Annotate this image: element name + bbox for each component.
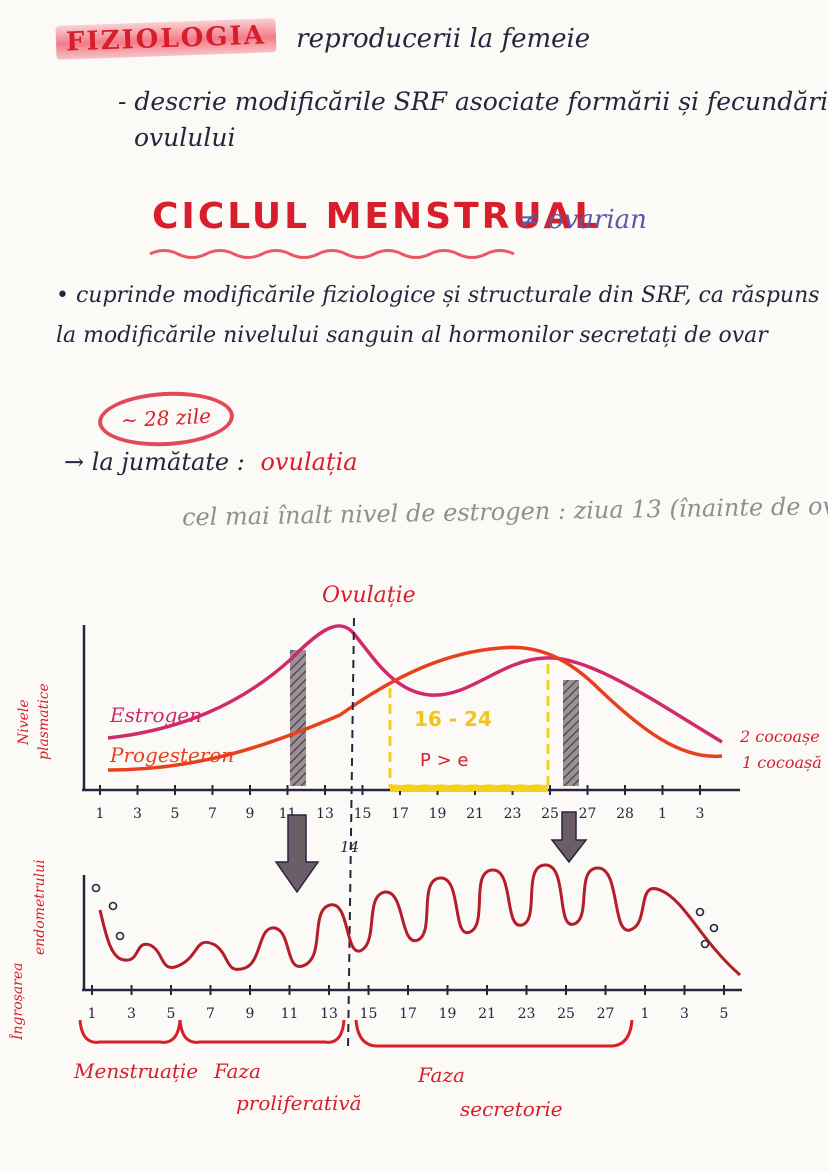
bracket-secretory bbox=[354, 1019, 634, 1048]
hatched-bar-day-25 bbox=[563, 680, 579, 786]
phase-proliferative-1: Faza bbox=[213, 1059, 261, 1083]
chart-x-tick-label: 3 bbox=[696, 806, 705, 822]
chart-x-tick-label: 27 bbox=[579, 806, 597, 822]
hatched-bar-day-11 bbox=[290, 650, 306, 786]
endometrium-label-top: Îngroșarea bbox=[8, 963, 26, 1042]
endometrium-x-tick-label: 9 bbox=[246, 1006, 255, 1022]
chart-x-tick-label: 13 bbox=[316, 806, 334, 822]
chart-x-tick-label: 25 bbox=[541, 806, 559, 822]
cell-dot bbox=[115, 931, 125, 941]
endometrium-x-tick-label: 23 bbox=[518, 1006, 536, 1022]
phase-secretory-1: Faza bbox=[417, 1063, 465, 1087]
endometrium-x-tick-label: 5 bbox=[720, 1006, 729, 1022]
estrogen-humps: 2 cocoașe bbox=[739, 727, 820, 746]
ovulation-term: ovulația bbox=[260, 448, 358, 476]
title-rest: reproducerii la femeie bbox=[296, 24, 591, 54]
title-line: FIZIOLOGIA reproducerii la femeie bbox=[55, 18, 591, 60]
endometrium-x-tick-label: 11 bbox=[281, 1006, 299, 1022]
definition-bullet: • cuprinde modificările fiziologice și s… bbox=[56, 283, 820, 348]
endometrium-x-tick-label: 17 bbox=[399, 1006, 417, 1022]
chart-x-tick-label: 28 bbox=[616, 806, 634, 822]
endometrium-x-tick-label: 7 bbox=[206, 1006, 215, 1022]
bracket-menstruation bbox=[78, 1019, 182, 1044]
objective-line-1: - descrie modificările SRF asociate form… bbox=[118, 87, 828, 116]
chart-x-tick-label: 1 bbox=[658, 806, 667, 822]
endometrium-x-tick-label: 25 bbox=[557, 1006, 575, 1022]
ovulation-label: Ovulație bbox=[322, 583, 416, 608]
objective-line-2: ovulului bbox=[134, 123, 236, 152]
range-label: 16 - 24 bbox=[414, 707, 492, 731]
y-axis-label-top: Nivele bbox=[16, 699, 32, 746]
chart-x-tick-label: 3 bbox=[133, 806, 142, 822]
heading-underline bbox=[149, 249, 515, 259]
chart-x-tick-label: 21 bbox=[466, 806, 484, 822]
compare-label: P > e bbox=[420, 750, 468, 771]
endometrium-x-tick-label: 1 bbox=[88, 1006, 97, 1022]
endometrium-label-bottom: endometrului bbox=[32, 859, 48, 955]
chart-x-tick-label: 23 bbox=[504, 806, 522, 822]
chart-x-tick-label: 7 bbox=[208, 806, 217, 822]
endometrium-wave bbox=[98, 863, 741, 977]
phase-proliferative-2: proliferativă bbox=[236, 1091, 362, 1115]
chart-x-tick-label: 19 bbox=[429, 806, 447, 822]
heading-contrast: ≠ ovarian bbox=[518, 205, 647, 235]
endometrium-x-tick-label: 19 bbox=[439, 1006, 457, 1022]
chart-x-tick-label: 17 bbox=[391, 806, 409, 822]
endometrium-x-tick-label: 5 bbox=[167, 1006, 176, 1022]
chart-x-ticks: 1 3 5 7 9 11 13 15 17 19 21 23 25 27 28 1 3 bbox=[96, 785, 705, 822]
endometrium-x-tick-label: 15 bbox=[360, 1006, 378, 1022]
ovulation-note: → la jumătate : ovulația bbox=[64, 448, 358, 476]
ovulation-line bbox=[347, 617, 355, 1051]
chart-x-tick-label: 1 bbox=[96, 806, 105, 822]
bracket-proliferative bbox=[178, 1019, 346, 1044]
cell-dot bbox=[108, 901, 118, 911]
chart-x-tick-label: 5 bbox=[171, 806, 180, 822]
endometrium-x-ticks: 1 3 5 7 9 11 13 15 17 19 21 23 25 27 1 3 5 bbox=[88, 985, 729, 1022]
endometrium-x-tick-label: 3 bbox=[680, 1006, 689, 1022]
estrogen-curve bbox=[107, 624, 723, 744]
ovulation-day-label: 14 bbox=[340, 838, 359, 856]
phase-secretory-2: secretorie bbox=[460, 1097, 563, 1121]
endometrium-x-tick-label: 3 bbox=[127, 1006, 136, 1022]
endometrium-x-tick-label: 13 bbox=[320, 1006, 338, 1022]
arrow-down-right-icon bbox=[550, 811, 588, 864]
estrogen-label: Estrogen bbox=[109, 703, 202, 727]
y-axis-label-bottom: plasmatice bbox=[36, 683, 52, 760]
chart-x-tick-label: 9 bbox=[246, 806, 255, 822]
cell-dot bbox=[700, 939, 710, 949]
chart-x-tick-label: 15 bbox=[354, 806, 372, 822]
cell-dot bbox=[695, 907, 705, 917]
cell-dot bbox=[709, 923, 719, 933]
progesteron-humps: 1 cocoașă bbox=[742, 753, 822, 772]
page-heading: CICLUL MENSTRUAL bbox=[152, 196, 601, 237]
phase-menstruation: Menstruație bbox=[73, 1059, 198, 1083]
progesteron-label: Progesteron bbox=[109, 743, 234, 767]
endometrium-x-tick-label: 27 bbox=[597, 1006, 615, 1022]
endometrium-x-tick-label: 1 bbox=[641, 1006, 650, 1022]
cell-dot bbox=[91, 883, 101, 893]
learning-objective: - descrie modificările SRF asociate form… bbox=[118, 84, 828, 156]
progesteron-curve bbox=[107, 645, 723, 772]
arrow-down-left-icon bbox=[274, 814, 320, 894]
ovulation-note-prefix: → la jumătate : bbox=[64, 448, 245, 476]
endometrium-x-tick-label: 21 bbox=[478, 1006, 496, 1022]
